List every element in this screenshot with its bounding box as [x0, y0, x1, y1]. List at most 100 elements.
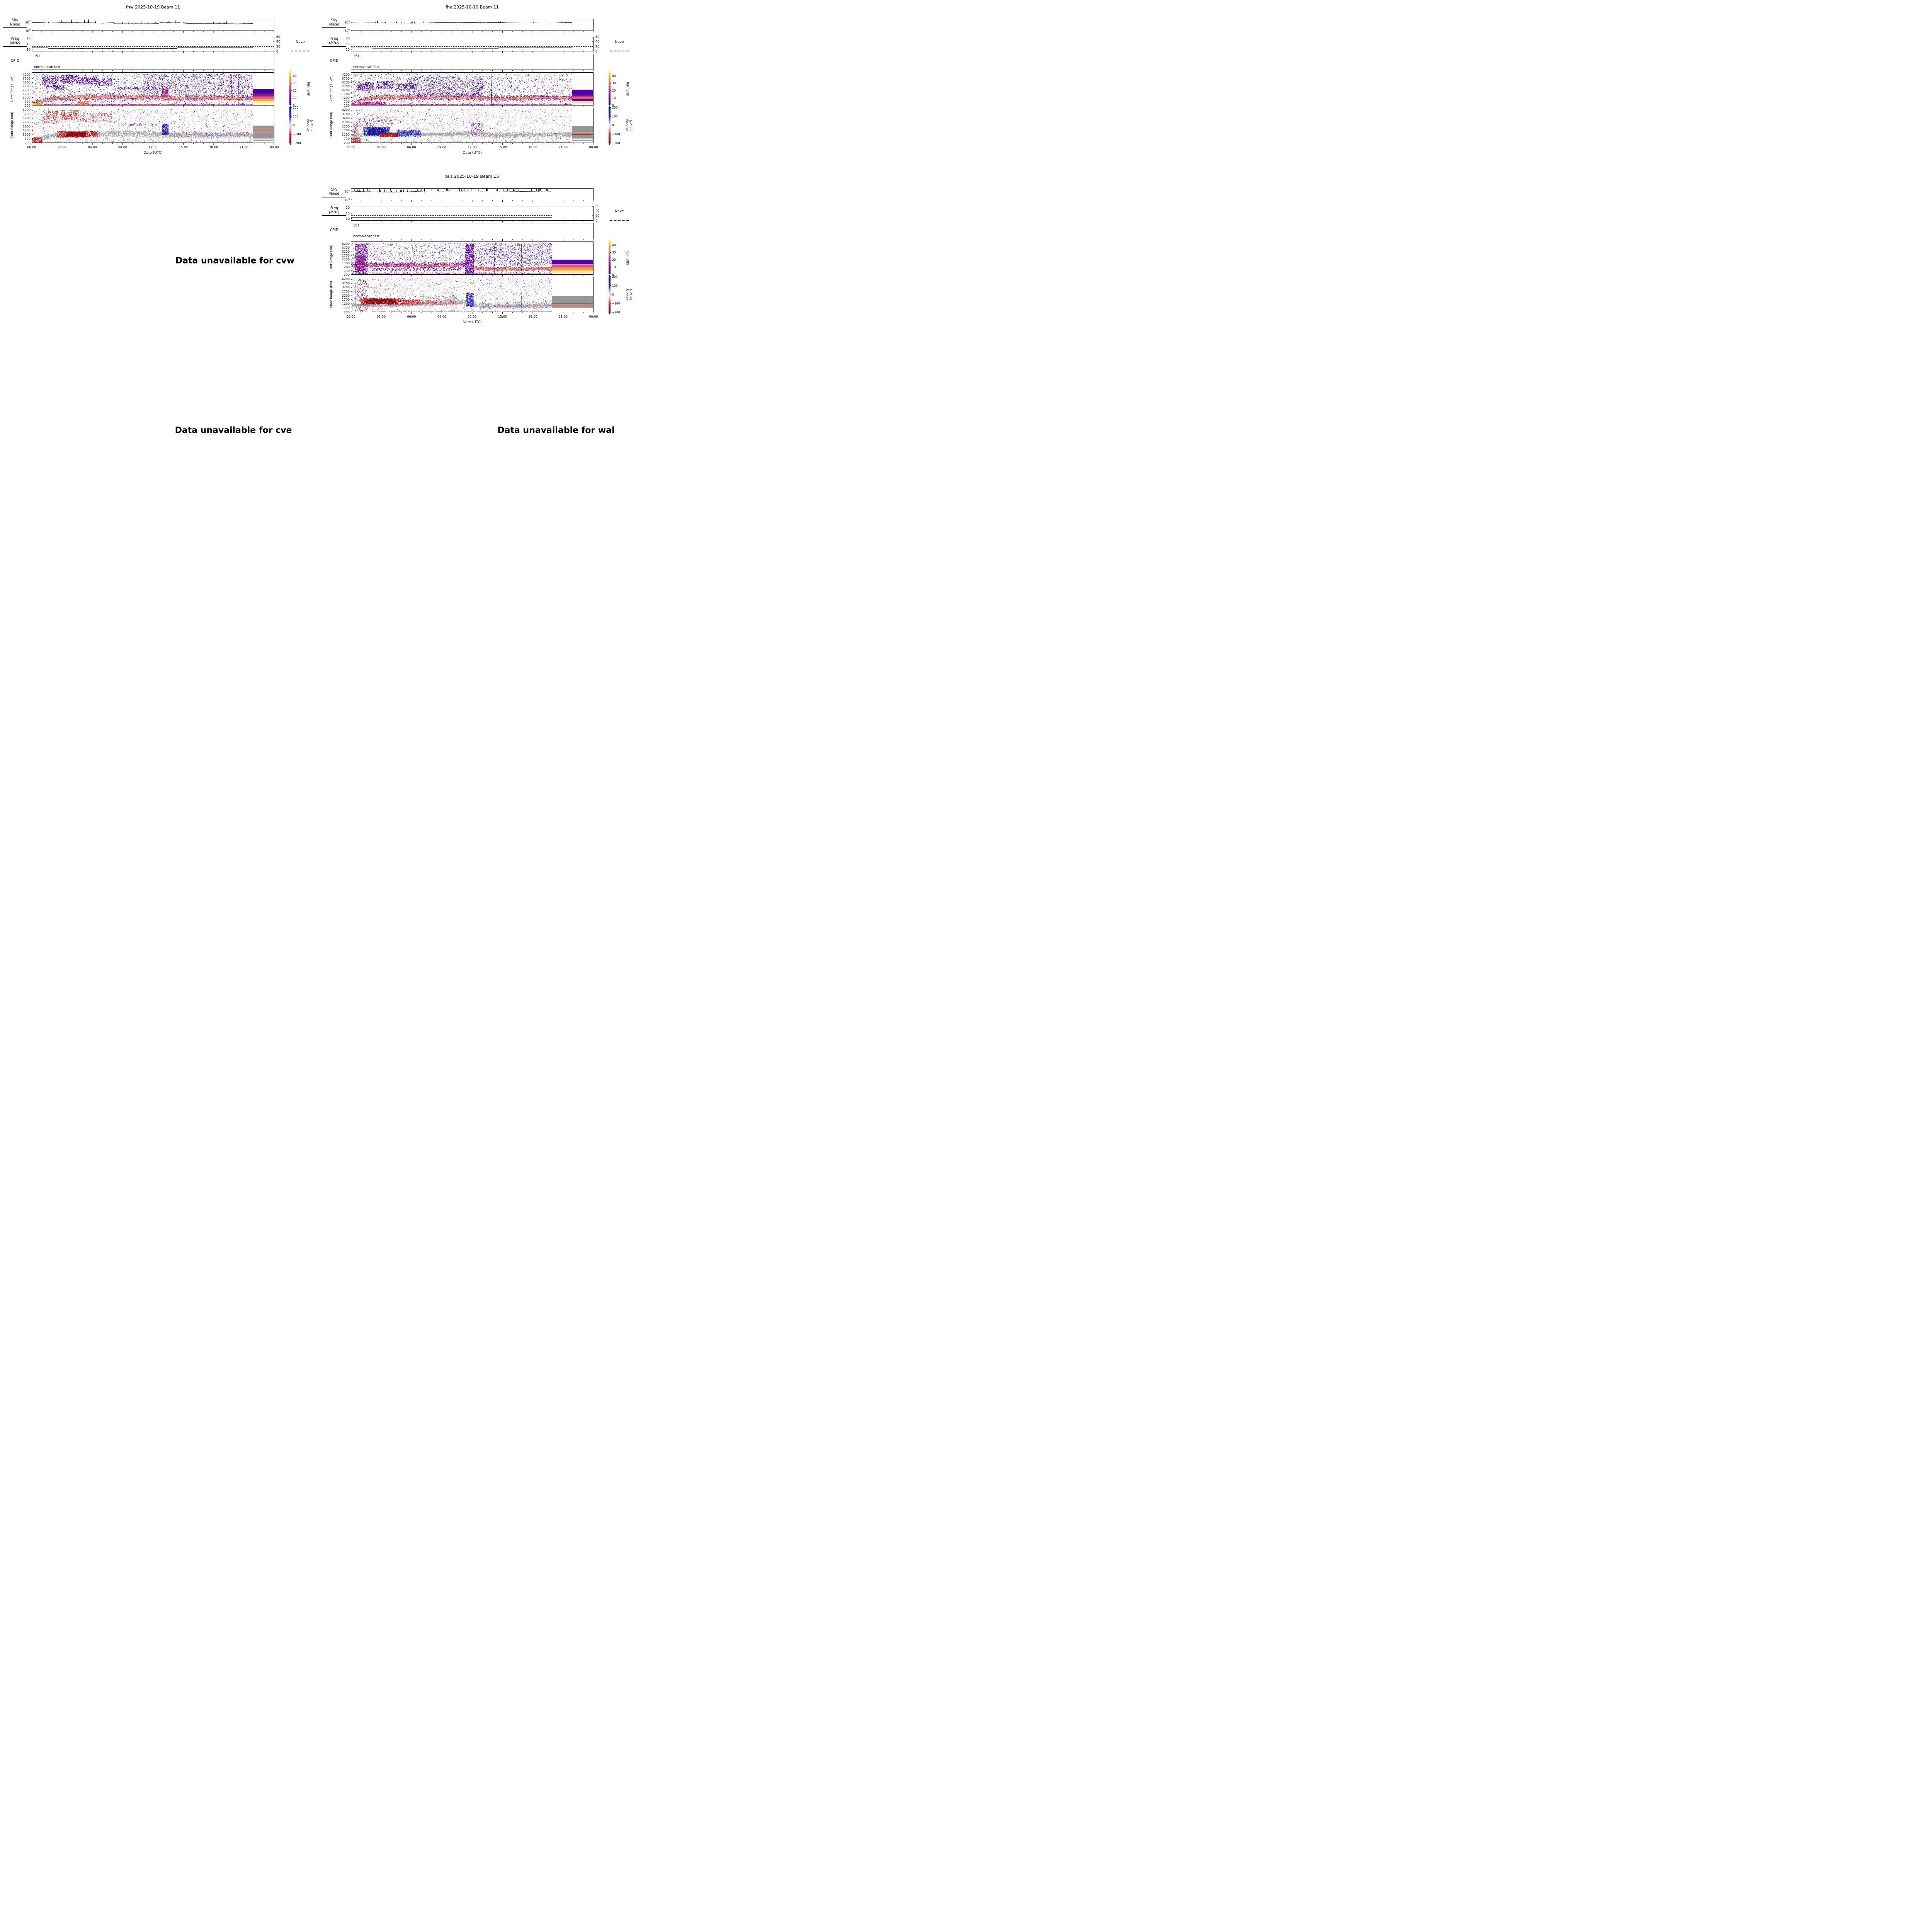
snr-cbar-tick: 40	[293, 74, 297, 78]
snr-range-tick: 3200	[342, 250, 350, 253]
vel-range-tick: 2200	[342, 124, 350, 128]
sky-tick-label: 103	[25, 20, 31, 25]
vel-range-tick: 200	[24, 141, 31, 145]
snr-range-tick: 3700	[342, 77, 350, 80]
vel-cbar-tick: −200	[612, 141, 620, 145]
time-tick-label: 06:00	[88, 146, 97, 149]
vel-cbar-tick: −200	[293, 141, 301, 145]
snr-cbar-tick: 10	[293, 96, 297, 100]
cpid-axis-label: CPID	[322, 59, 346, 63]
sky-noise-axis-label: Sky Noise	[322, 187, 346, 197]
snr-range-tick: 1200	[342, 96, 350, 100]
velocity-colorbar	[608, 105, 611, 145]
freq-tick-label: 15	[26, 42, 31, 46]
vel-range-tick: 1200	[342, 133, 350, 137]
time-tick-label: 06:00	[407, 146, 416, 149]
freq-canvas	[32, 37, 274, 51]
snr-range-tick: 200	[344, 104, 350, 107]
cpid-label: CPID	[330, 59, 339, 63]
vel-range-tick: 4200	[22, 108, 31, 112]
sky-label-line1: Sky	[331, 18, 338, 22]
snr-cbar-tick: 20	[293, 89, 297, 93]
freq-label-line2: (MHz)	[329, 41, 340, 45]
sky-noise-plot	[32, 19, 274, 31]
freq-axis-label: Freq (MHz)	[322, 37, 346, 47]
snr-cbar-tick: 10	[612, 265, 616, 269]
snr-rti-plot	[32, 72, 274, 105]
data-unavailable-cvw: Data unavailable for cvw	[175, 256, 295, 266]
vel-cbar-tick: 200	[612, 275, 618, 279]
superdarn-summary-page: fhw 2025-10-19 Beam 11 Sky Noise Freq (M…	[0, 0, 638, 509]
cpid-label: CPID	[330, 228, 339, 232]
snr-range-tick: 1200	[342, 265, 350, 269]
snr-range-tick: 3200	[342, 80, 350, 84]
sky-tick-label: 100	[344, 29, 350, 33]
date-axis-label: Date (UTC)	[463, 151, 482, 155]
slant-range-label-snr: Slant Range (km)	[10, 75, 14, 102]
velocity-label-line2: (m s⁻¹)	[629, 119, 633, 131]
snr-cbar-tick: 0	[612, 104, 614, 107]
time-tick-label: 00:00	[346, 315, 355, 318]
cpid-name: normalscan fast	[353, 235, 380, 238]
x-ticks	[351, 312, 594, 315]
cpid-name: normalscan fast	[34, 65, 61, 69]
time-tick-label: 03:00	[376, 146, 386, 149]
vel-range-tick: 2700	[342, 121, 350, 124]
cpid-axis-label: CPID	[3, 59, 27, 63]
nave-tick-label: 40	[276, 40, 281, 44]
freq-tick-label: 15	[345, 211, 350, 215]
x-ticks	[351, 51, 594, 54]
radar-panel-fhw: fhw 2025-10-19 Beam 11 Sky Noise Freq (M…	[0, 0, 318, 162]
vel-cbar-tick: 0	[293, 123, 295, 127]
cpid-name: normalscan fast	[353, 65, 380, 69]
cpid-plot: 151 normalscan fast	[351, 54, 594, 70]
vel-cbar-tick: 0	[612, 293, 614, 296]
snr-range-tick: 2700	[342, 253, 350, 257]
snr-range-tick: 2200	[22, 88, 31, 92]
radar-panel-fhe: fhe 2025-10-19 Beam 11 Sky Noise Freq (M…	[319, 0, 638, 162]
vel-range-tick: 700	[24, 137, 31, 141]
x-ticks	[351, 239, 594, 242]
snr-range-tick: 200	[344, 273, 350, 277]
velocity-label-line1: Velocity	[306, 119, 310, 131]
nave-tick-label: 60	[276, 35, 281, 39]
x-ticks	[351, 200, 594, 202]
vel-range-tick: 700	[344, 137, 350, 141]
vel-range-tick: 4200	[342, 277, 350, 281]
sky-noise-axis-label: Sky Noise	[3, 18, 27, 28]
velocity-colorbar	[608, 274, 611, 315]
freq-tick-label: 10	[345, 217, 350, 221]
snr-rti-plot	[351, 72, 594, 105]
time-tick-label: 06:00	[407, 315, 416, 318]
time-tick-label: 15:00	[498, 146, 507, 149]
vel-cbar-tick: 100	[612, 114, 618, 118]
cpid-plot: 151 normalscan fast	[32, 54, 274, 70]
freq-tick-label: 10	[26, 48, 31, 51]
snr-colorbar	[289, 70, 292, 108]
freq-tick-label: 10	[345, 48, 350, 51]
velocity-rti-plot	[351, 277, 594, 312]
panel-title: fhe 2025-10-19 Beam 11	[446, 5, 499, 10]
velocity-colorbar-label: Velocity (m s⁻¹)	[626, 288, 633, 300]
freq-axis-label: Freq (MHz)	[322, 206, 346, 216]
snr-colorbar	[608, 239, 611, 277]
x-ticks	[32, 105, 274, 108]
snr-range-tick: 1700	[22, 92, 31, 96]
vel-cbar-tick: −100	[612, 301, 620, 305]
snr-cbar-tick: 30	[612, 82, 616, 85]
nave-legend-label: Nave	[296, 40, 305, 44]
velocity-rti-plot	[351, 107, 594, 143]
snr-cbar-tick: 20	[612, 258, 616, 262]
cpid-plot: 151 normalscan fast	[351, 223, 594, 239]
freq-tick-label: 20	[345, 37, 350, 41]
nave-tick-label: 40	[595, 40, 600, 44]
cpid-axis-label: CPID	[322, 228, 346, 233]
vel-cbar-tick: 200	[612, 105, 618, 109]
x-ticks	[351, 221, 594, 223]
slant-range-label-snr: Slant Range (km)	[329, 75, 333, 102]
vel-cbar-tick: 100	[293, 114, 299, 118]
nave-tick-label: 20	[595, 44, 600, 48]
x-ticks	[351, 275, 594, 277]
snr-range-tick: 1700	[342, 92, 350, 96]
time-tick-label: 21:00	[239, 146, 249, 149]
